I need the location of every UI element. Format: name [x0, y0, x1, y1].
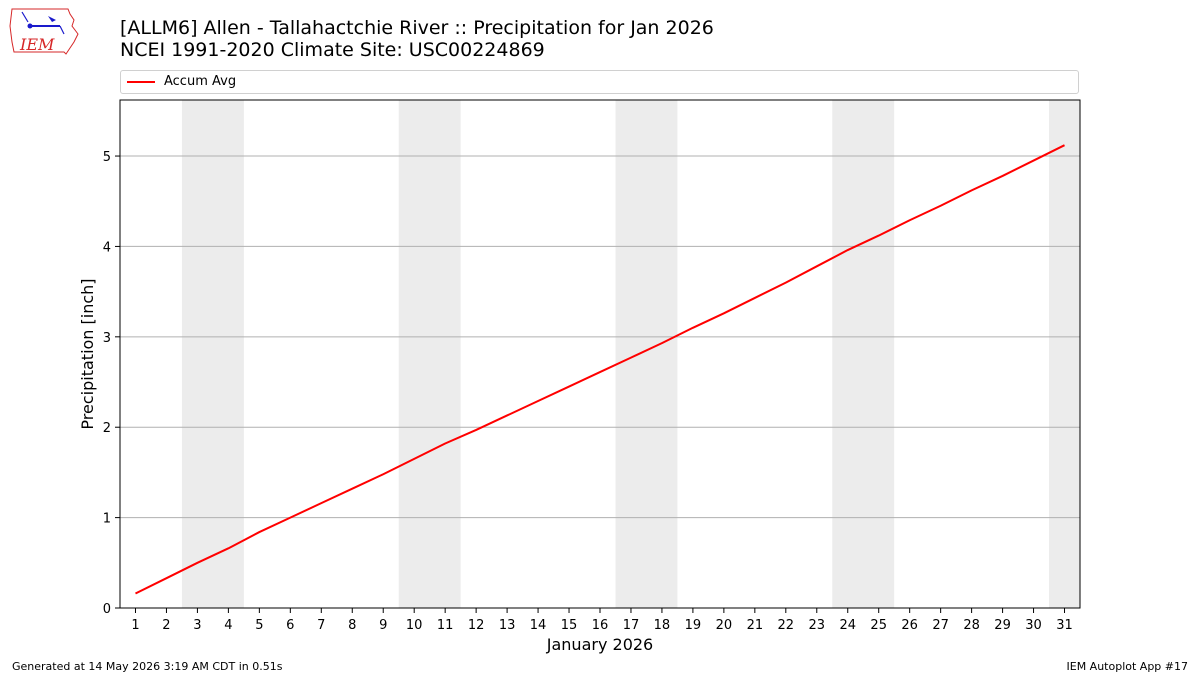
- x-tick-label: 26: [901, 618, 918, 633]
- data-point: [1001, 175, 1003, 177]
- data-point: [692, 327, 694, 329]
- x-tick-label: 13: [499, 618, 516, 633]
- x-tick-label: 28: [963, 618, 980, 633]
- data-point: [475, 429, 477, 431]
- x-tick-label: 8: [348, 618, 356, 633]
- legend-swatch: [127, 81, 155, 83]
- x-tick-label: 11: [437, 618, 454, 633]
- x-tick-label: 12: [468, 618, 485, 633]
- x-tick-label: 19: [685, 618, 702, 633]
- x-tick-label: 17: [623, 618, 640, 633]
- data-point: [1063, 144, 1065, 146]
- data-point: [1032, 159, 1034, 161]
- data-point: [847, 249, 849, 251]
- x-tick-label: 6: [286, 618, 294, 633]
- data-point: [537, 400, 539, 402]
- y-tick-label: 1: [103, 512, 111, 527]
- x-tick-label: 15: [561, 618, 578, 633]
- y-tick-label: 4: [103, 240, 111, 255]
- x-tick-label: 29: [994, 618, 1011, 633]
- data-point: [351, 487, 353, 489]
- x-tick-label: 22: [778, 618, 795, 633]
- data-point: [382, 473, 384, 475]
- data-point: [227, 547, 229, 549]
- data-point: [878, 234, 880, 236]
- weekend-band: [832, 100, 895, 608]
- data-point: [754, 297, 756, 299]
- logo-text: IEM: [19, 35, 55, 54]
- data-point: [444, 442, 446, 444]
- data-point: [630, 356, 632, 358]
- chart-subtitle: NCEI 1991-2020 Climate Site: USC00224869: [120, 39, 545, 61]
- x-tick-label: 4: [224, 618, 232, 633]
- x-tick-label: 31: [1056, 618, 1073, 633]
- weather-station-icon: [21, 11, 65, 35]
- x-tick-label: 27: [932, 618, 949, 633]
- x-tick-label: 21: [747, 618, 764, 633]
- x-tick-label: 30: [1025, 618, 1042, 633]
- x-tick-label: 5: [255, 618, 263, 633]
- y-tick-label: 3: [103, 331, 111, 346]
- data-point: [908, 219, 910, 221]
- data-point: [970, 189, 972, 191]
- data-point: [785, 281, 787, 283]
- data-point: [816, 265, 818, 267]
- data-point: [723, 312, 725, 314]
- x-tick-label: 1: [131, 618, 139, 633]
- x-tick-label: 3: [193, 618, 201, 633]
- weekend-band: [398, 100, 461, 608]
- x-tick-label: 14: [530, 618, 547, 633]
- y-tick-label: 5: [103, 150, 111, 165]
- weekend-band: [1049, 100, 1080, 608]
- x-tick-label: 2: [162, 618, 170, 633]
- x-tick-label: 24: [839, 618, 856, 633]
- series-line-accum-avg: [135, 144, 1065, 595]
- y-axis-label: Precipitation [inch]: [78, 278, 97, 429]
- data-point: [320, 502, 322, 504]
- x-tick-label: 7: [317, 618, 325, 633]
- app-credit: IEM Autoplot App #17: [1066, 660, 1189, 673]
- chart-title: [ALLM6] Allen - Tallahactchie River :: P…: [120, 17, 714, 39]
- x-tick-label: 25: [870, 618, 887, 633]
- y-tick-label: 2: [103, 421, 111, 436]
- x-tick-label: 18: [654, 618, 671, 633]
- data-point: [289, 516, 291, 518]
- x-tick-label: 10: [406, 618, 423, 633]
- data-point: [506, 414, 508, 416]
- x-tick-label: 20: [716, 618, 733, 633]
- data-point: [939, 205, 941, 207]
- x-tick-label: 9: [379, 618, 387, 633]
- weekend-band: [181, 100, 244, 608]
- weekend-band: [615, 100, 678, 608]
- chart-legend: Accum Avg: [120, 70, 1079, 94]
- iem-logo: IEM: [9, 8, 79, 55]
- data-point: [413, 458, 415, 460]
- data-point: [258, 531, 260, 533]
- data-point: [599, 371, 601, 373]
- plot-frame: [119, 99, 1081, 609]
- data-point: [661, 342, 663, 344]
- x-axis-label: January 2026: [546, 635, 653, 654]
- data-point: [568, 385, 570, 387]
- data-point: [165, 577, 167, 579]
- data-point: [134, 592, 136, 594]
- legend-label: Accum Avg: [164, 74, 237, 89]
- y-tick-label: 0: [103, 602, 111, 617]
- data-point: [196, 562, 198, 564]
- x-tick-label: 16: [592, 618, 609, 633]
- generated-timestamp: Generated at 14 May 2026 3:19 AM CDT in …: [12, 660, 283, 673]
- x-tick-label: 23: [809, 618, 826, 633]
